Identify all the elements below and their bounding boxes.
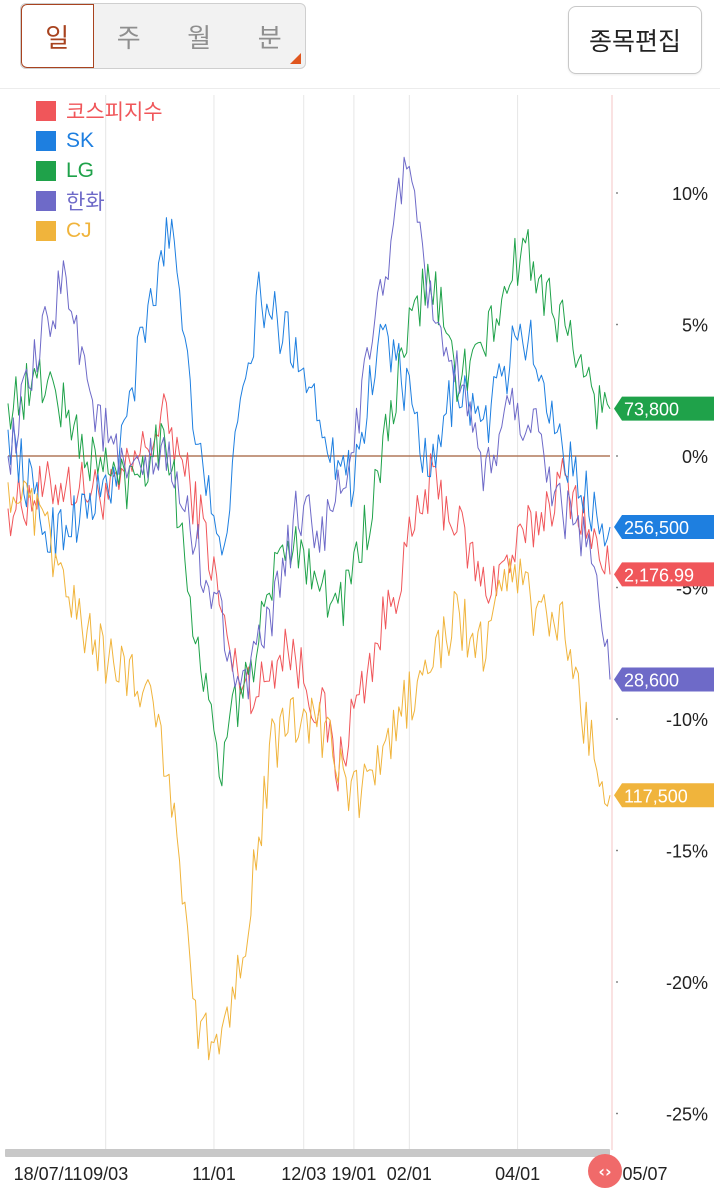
tab-month-label: 월: [187, 23, 212, 54]
tab-minute-label: 분: [257, 23, 282, 54]
last-value-label: 73,800: [624, 400, 679, 420]
series-line: [7, 229, 611, 787]
legend-item-hanwha: 한화: [36, 186, 163, 216]
legend-item-sk: SK: [36, 126, 163, 156]
legend-swatch-cj: [36, 221, 56, 241]
legend-label-sk: SK: [66, 129, 95, 152]
legend-item-lg: LG: [36, 156, 163, 186]
x-tick-label: 18/07/11: [14, 1164, 83, 1184]
tab-day[interactable]: 일: [21, 4, 94, 68]
legend-swatch-lg: [36, 161, 56, 181]
legend-swatch-hanwha: [36, 191, 56, 211]
x-tick-label: 04/01: [495, 1164, 540, 1184]
y-tick-dot: [616, 1112, 618, 1115]
last-value-tag: [614, 515, 714, 540]
y-tick-label: 0%: [682, 447, 708, 467]
y-tick-label: -10%: [666, 710, 708, 730]
y-tick-label: -20%: [666, 973, 708, 993]
y-tick-label: -25%: [666, 1105, 708, 1125]
y-tick-dot: [616, 849, 618, 852]
y-tick-dot: [616, 981, 618, 983]
y-tick-dot: [616, 718, 618, 720]
legend-swatch-sk: [36, 131, 56, 151]
series-line: [7, 480, 611, 1061]
last-value-tag: [614, 667, 714, 692]
y-tick-dot: [616, 192, 618, 194]
x-tick-label: 02/01: [387, 1164, 432, 1184]
y-tick-label: 5%: [682, 316, 708, 336]
scroll-handle-icon[interactable]: ‹›: [588, 1154, 622, 1188]
tab-week[interactable]: 주: [94, 4, 165, 68]
legend-item-kospi: 코스피지수: [36, 96, 163, 126]
period-tabs: 일 주 월 분: [20, 3, 306, 69]
legend-label-hanwha: 한화: [66, 191, 105, 214]
last-value-label: 117,500: [624, 786, 688, 806]
tab-week-label: 주: [116, 23, 141, 54]
y-tick-dot: [616, 323, 618, 326]
y-tick-label: 10%: [672, 184, 708, 204]
scrollbar-track: [5, 1149, 610, 1157]
last-value-label: 28,600: [624, 671, 679, 691]
legend-item-cj: CJ: [36, 216, 163, 246]
legend-swatch-kospi: [36, 101, 56, 121]
tab-minute[interactable]: 분: [235, 4, 306, 68]
last-value-tag: [614, 562, 714, 587]
series-line: [7, 217, 611, 558]
last-value-label: 256,500: [624, 518, 689, 538]
x-tick-label: 05/07: [622, 1164, 667, 1184]
chart-legend: 코스피지수 SK LG 한화 CJ: [36, 96, 163, 246]
last-value-tag: [614, 783, 714, 808]
edit-stocks-button[interactable]: 종목편집: [568, 6, 702, 74]
top-divider: [0, 88, 720, 89]
y-tick-dot: [616, 586, 618, 589]
x-tick-label: 11/01: [192, 1164, 236, 1184]
series-line: [7, 393, 611, 792]
y-tick-label: -15%: [666, 842, 708, 862]
x-tick-label: 19/01: [331, 1164, 376, 1184]
last-value-label: 2,176.99: [624, 565, 694, 585]
tab-month[interactable]: 월: [164, 4, 235, 68]
last-value-tag: [614, 396, 714, 421]
legend-label-kospi: 코스피지수: [66, 101, 163, 124]
x-tick-label: 12/03: [281, 1164, 326, 1184]
dropdown-corner-icon: [290, 53, 301, 64]
y-tick-dot: [616, 455, 618, 457]
x-tick-label: 09/03: [83, 1164, 128, 1184]
tab-day-label: 일: [45, 23, 70, 54]
series-line: [7, 156, 611, 700]
legend-label-lg: LG: [66, 159, 95, 182]
legend-label-cj: CJ: [66, 219, 92, 242]
